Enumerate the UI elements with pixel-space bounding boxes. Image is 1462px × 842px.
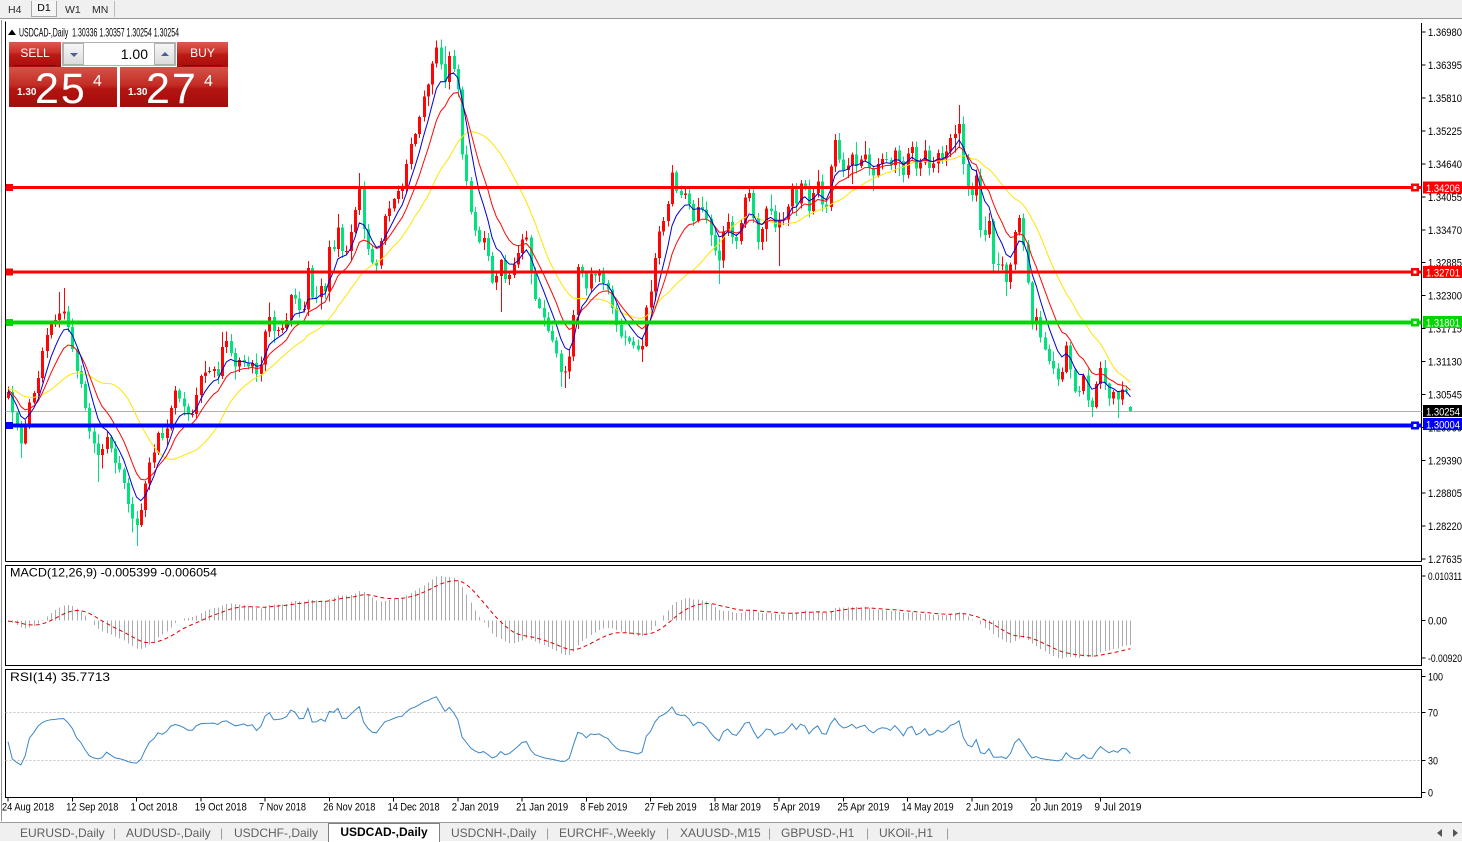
- svg-text:70: 70: [1428, 708, 1438, 720]
- svg-text:7 Nov 2018: 7 Nov 2018: [259, 802, 306, 814]
- svg-text:27 Feb 2019: 27 Feb 2019: [645, 802, 697, 814]
- svg-text:24 Aug 2018: 24 Aug 2018: [2, 802, 54, 814]
- svg-text:1.36980: 1.36980: [1428, 27, 1462, 39]
- svg-text:2 Jun 2019: 2 Jun 2019: [966, 802, 1013, 814]
- svg-text:19 Oct 2018: 19 Oct 2018: [195, 802, 247, 814]
- svg-text:0: 0: [1428, 788, 1433, 800]
- svg-text:14 Dec 2018: 14 Dec 2018: [388, 802, 440, 814]
- svg-text:1.33470: 1.33470: [1428, 225, 1462, 237]
- svg-text:26 Nov 2018: 26 Nov 2018: [323, 802, 375, 814]
- svg-text:9 Jul 2019: 9 Jul 2019: [1094, 802, 1141, 814]
- svg-text:1.29390: 1.29390: [1428, 455, 1462, 467]
- svg-text:1.35225: 1.35225: [1428, 126, 1462, 138]
- svg-text:100: 100: [1428, 672, 1443, 684]
- svg-text:USDCAD-,Daily 1.30336 1.30357: USDCAD-,Daily 1.30336 1.30357 1.30254 1.…: [19, 26, 179, 40]
- svg-text:0.010311: 0.010311: [1428, 571, 1462, 583]
- svg-text:1.35810: 1.35810: [1428, 93, 1462, 105]
- svg-text:25 Apr 2019: 25 Apr 2019: [837, 802, 889, 814]
- svg-text:14 May 2019: 14 May 2019: [902, 802, 954, 814]
- svg-text:1.34206: 1.34206: [1426, 183, 1460, 195]
- svg-text:1.32701: 1.32701: [1426, 268, 1460, 280]
- svg-text:MACD(12,26,9) -0.005399 -0.006: MACD(12,26,9) -0.005399 -0.006054: [10, 566, 217, 580]
- svg-text:30: 30: [1428, 756, 1438, 768]
- svg-text:0.00: 0.00: [1428, 616, 1447, 628]
- svg-text:RSI(14) 35.7713: RSI(14) 35.7713: [10, 670, 110, 684]
- svg-text:1.27635: 1.27635: [1428, 554, 1462, 566]
- svg-text:1.34640: 1.34640: [1428, 159, 1462, 171]
- svg-text:1.34055: 1.34055: [1428, 192, 1462, 204]
- svg-text:1.31130: 1.31130: [1428, 357, 1462, 369]
- svg-text:18 Mar 2019: 18 Mar 2019: [709, 802, 761, 814]
- svg-text:12 Sep 2018: 12 Sep 2018: [66, 802, 118, 814]
- svg-text:1 Oct 2018: 1 Oct 2018: [131, 802, 178, 814]
- svg-text:21 Jan 2019: 21 Jan 2019: [516, 802, 568, 814]
- svg-text:1.30545: 1.30545: [1428, 389, 1462, 401]
- svg-text:1.32300: 1.32300: [1428, 291, 1462, 303]
- svg-text:1.31801: 1.31801: [1426, 318, 1460, 330]
- svg-text:1.30004: 1.30004: [1426, 420, 1460, 432]
- svg-text:20 Jun 2019: 20 Jun 2019: [1030, 802, 1082, 814]
- svg-text:1.28805: 1.28805: [1428, 488, 1462, 500]
- svg-text:5 Apr 2019: 5 Apr 2019: [773, 802, 820, 814]
- svg-text:1.36395: 1.36395: [1428, 60, 1462, 72]
- svg-text:1.28220: 1.28220: [1428, 521, 1462, 533]
- svg-text:-0.00920: -0.00920: [1428, 653, 1462, 665]
- svg-text:1.30254: 1.30254: [1426, 407, 1460, 419]
- svg-text:2 Jan 2019: 2 Jan 2019: [452, 802, 499, 814]
- svg-text:8 Feb 2019: 8 Feb 2019: [580, 802, 627, 814]
